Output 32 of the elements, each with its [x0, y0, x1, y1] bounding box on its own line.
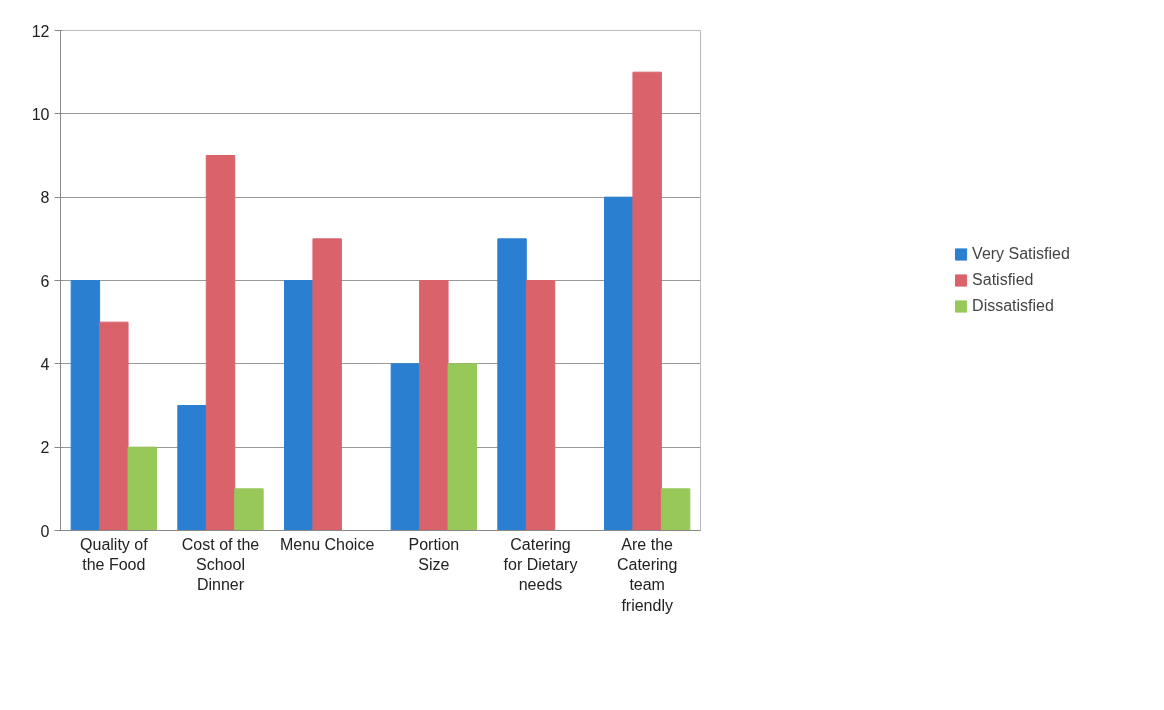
x-tick-label: Catering for Dietary needs	[503, 535, 578, 594]
y-tick-label: 0	[40, 522, 50, 540]
x-tick-label: Quality of the Food	[80, 535, 149, 573]
bar	[312, 238, 342, 531]
legend-label: Dissatisfied	[972, 297, 1054, 315]
bar	[234, 488, 264, 531]
bar	[99, 321, 129, 531]
y-tick-label: 4	[40, 355, 50, 373]
bar	[525, 280, 556, 531]
bar	[419, 280, 449, 531]
legend-label: Satisfied	[972, 271, 1034, 289]
x-tick-label: Portion Size	[408, 535, 460, 573]
y-tick-label: 10	[31, 105, 50, 123]
y-tick-label: 12	[31, 22, 50, 40]
bar	[660, 488, 691, 531]
y-tick-label: 6	[40, 272, 50, 290]
x-tick-label: Cost of the School Dinner	[181, 535, 260, 594]
bar	[497, 238, 527, 531]
y-tick-label: 2	[40, 439, 50, 457]
y-tick-label: 8	[40, 189, 50, 207]
bar	[604, 196, 634, 531]
bar	[127, 446, 157, 531]
bar	[284, 280, 314, 531]
bar	[447, 363, 477, 531]
legend-label: Very Satisfied	[972, 245, 1070, 263]
x-tick-label: Menu Choice	[280, 535, 375, 553]
bar	[205, 155, 236, 531]
bar	[177, 405, 207, 531]
bar	[70, 280, 101, 531]
bar	[632, 71, 662, 531]
bar	[390, 363, 421, 531]
x-tick-label: Are the Catering team friendly	[616, 535, 678, 614]
